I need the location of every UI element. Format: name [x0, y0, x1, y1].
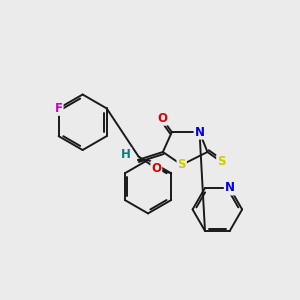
Text: F: F — [55, 102, 63, 115]
Text: O: O — [157, 112, 167, 125]
Text: S: S — [217, 155, 226, 168]
Text: N: N — [194, 126, 205, 139]
Text: H: H — [121, 148, 131, 161]
Text: O: O — [151, 162, 161, 175]
Text: S: S — [178, 158, 186, 171]
Text: N: N — [225, 182, 235, 194]
